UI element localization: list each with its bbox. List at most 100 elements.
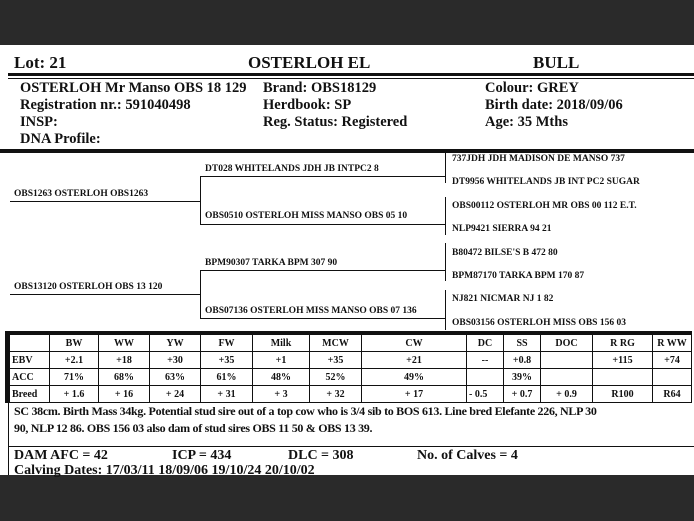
table-cell: +74 — [652, 351, 692, 369]
table-cell: Breed — [7, 385, 50, 403]
pedigree-ggp: NJ821 NICMAR NJ 1 82 — [452, 294, 554, 304]
table-cell: +30 — [149, 351, 201, 369]
column-header: Milk — [252, 332, 310, 352]
column-header: CW — [361, 332, 467, 352]
pedigree-sire-dam: OBS0510 OSTERLOH MISS MANSO OBS 05 10 — [205, 211, 408, 221]
table-cell: +2.1 — [49, 351, 99, 369]
dam-afc: DAM AFC = 42 — [14, 448, 108, 463]
table-cell: + 3 — [252, 385, 310, 403]
pedigree-ggp: OBS00112 OSTERLOH MR OBS 00 112 E.T. — [452, 201, 637, 211]
table-cell: 63% — [149, 368, 201, 386]
pedigree-line — [445, 153, 446, 183]
column-header: YW — [149, 332, 201, 352]
table-cell: R100 — [592, 385, 653, 403]
colour: Colour: GREY — [485, 80, 579, 96]
table-cell — [652, 368, 692, 386]
reg-status: Reg. Status: Registered — [263, 114, 408, 130]
animal-name: OSTERLOH EL — [248, 53, 371, 72]
pedigree-line — [200, 176, 201, 225]
table-cell: + 0.9 — [540, 385, 593, 403]
column-header: R WW — [652, 332, 692, 352]
pedigree-ggp: OBS03156 OSTERLOH MISS OBS 156 03 — [452, 318, 626, 328]
table-cell — [466, 368, 504, 386]
age: Age: 35 Mths — [485, 114, 568, 130]
table-cell: +21 — [361, 351, 467, 369]
column-header: DC — [466, 332, 504, 352]
column-header: MCW — [309, 332, 362, 352]
pedigree-line — [445, 197, 446, 235]
registration: Registration nr.: 591040498 — [20, 97, 191, 113]
column-header — [7, 332, 50, 352]
no-of-calves: No. of Calves = 4 — [417, 448, 518, 463]
table-cell — [540, 351, 593, 369]
pedigree-line — [10, 294, 200, 295]
pedigree-ggp: NLP9421 SIERRA 94 21 — [452, 224, 552, 234]
table-cell: + 32 — [309, 385, 362, 403]
divider — [8, 78, 694, 79]
table-cell: +35 — [309, 351, 362, 369]
column-header: R RG — [592, 332, 653, 352]
table-cell: + 24 — [149, 385, 201, 403]
table-cell: + 0.7 — [503, 385, 541, 403]
herdbook: Herdbook: SP — [263, 97, 352, 113]
pedigree-dam: OBS13120 OSTERLOH OBS 13 120 — [14, 282, 163, 292]
pedigree-line — [200, 224, 445, 225]
table-cell: +35 — [200, 351, 253, 369]
pedigree-ggp: DT9956 WHITELANDS JB INT PC2 SUGAR — [452, 177, 640, 187]
table-cell: +1 — [252, 351, 310, 369]
brand: Brand: OBS18129 — [263, 80, 377, 96]
insp: INSP: — [20, 114, 58, 130]
pedigree-line — [200, 270, 201, 319]
dna-profile: DNA Profile: — [20, 131, 101, 147]
table-cell: R64 — [652, 385, 692, 403]
column-header: BW — [49, 332, 99, 352]
comments-line-2: 90, NLP 12 86. OBS 156 03 also dam of st… — [14, 421, 373, 435]
table-cell: + 31 — [200, 385, 253, 403]
pedigree-ggp: B80472 BILSE'S B 472 80 — [452, 248, 558, 258]
table-cell: +18 — [98, 351, 150, 369]
table-cell: 71% — [49, 368, 99, 386]
pedigree-sire: OBS1263 OSTERLOH OBS1263 — [14, 189, 149, 199]
pedigree-line — [445, 243, 446, 281]
table-cell — [592, 368, 653, 386]
pedigree-dam-dam: OBS07136 OSTERLOH MISS MANSO OBS 07 136 — [205, 306, 417, 316]
divider — [8, 73, 694, 76]
table-row: EBV+2.1+18+30+35+1+35+21--+0.8+115+74+95 — [7, 351, 692, 369]
pedigree-line — [200, 270, 445, 271]
birth-date: Birth date: 2018/09/06 — [485, 97, 623, 113]
table-cell: 61% — [200, 368, 253, 386]
divider — [8, 401, 9, 475]
calving-dates: Calving Dates: 17/03/11 18/09/06 19/10/2… — [14, 463, 315, 478]
table-cell: -- — [466, 351, 504, 369]
pedigree-line — [200, 176, 445, 177]
animal-type: BULL — [533, 53, 580, 72]
dlc: DLC = 308 — [288, 448, 354, 463]
column-header: WW — [98, 332, 150, 352]
column-header: DOC — [540, 332, 593, 352]
table-cell — [540, 368, 593, 386]
pedigree-dam-sire: BPM90307 TARKA BPM 307 90 — [205, 258, 338, 268]
table-cell: 49% — [361, 368, 467, 386]
lot-number: Lot: 21 — [14, 53, 67, 72]
table-cell: + 17 — [361, 385, 467, 403]
pedigree-sire-sire: DT028 WHITELANDS JDH JB INTPC2 8 — [205, 164, 379, 174]
table-cell: +115 — [592, 351, 653, 369]
table-cell: +0.8 — [503, 351, 541, 369]
pedigree-line — [445, 290, 446, 330]
full-name: OSTERLOH Mr Manso OBS 18 129 — [20, 80, 247, 96]
table-cell: 52% — [309, 368, 362, 386]
column-header: FW — [200, 332, 253, 352]
table-cell: 39% — [503, 368, 541, 386]
pedigree-line — [200, 318, 445, 319]
column-header: SS — [503, 332, 541, 352]
table-cell: - 0.5 — [466, 385, 504, 403]
comments-line-1: SC 38cm. Birth Mass 34kg. Potential stud… — [14, 404, 597, 418]
pedigree-line — [10, 201, 200, 202]
table-cell: 48% — [252, 368, 310, 386]
lot-card: Lot: 21 OSTERLOH EL BULL OSTERLOH Mr Man… — [0, 45, 694, 478]
table-cell: + 16 — [98, 385, 150, 403]
table-cell: 68% — [98, 368, 150, 386]
pedigree-ggp: BPM87170 TARKA BPM 170 87 — [452, 271, 585, 281]
